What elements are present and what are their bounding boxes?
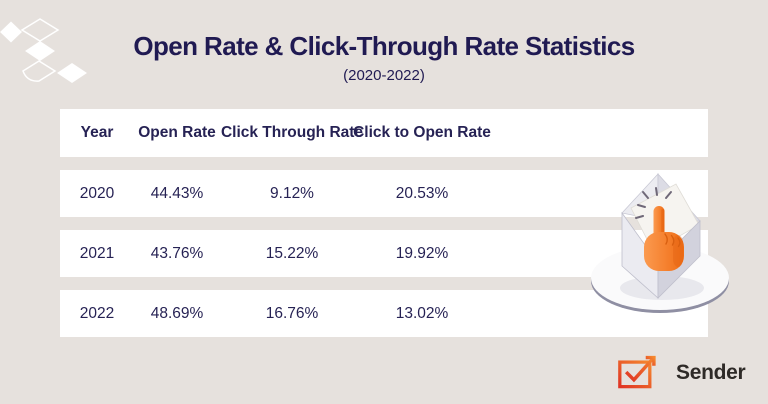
table-header-row: Year Open Rate Click Through Rate Click … [60, 109, 708, 157]
click-through-rate-value: 15.22% [265, 244, 319, 262]
pointer-hand-icon [644, 206, 684, 271]
column-header-click-through-rate: Click Through Rate [220, 124, 364, 141]
page-subtitle: (2020-2022) [343, 67, 425, 84]
open-rate-value: 44.43% [150, 184, 204, 202]
diamond-cluster-decoration [0, 18, 87, 83]
year-value: 2021 [79, 244, 115, 262]
click-to-open-rate-value: 20.53% [395, 184, 449, 202]
click-burst-icon [635, 187, 672, 219]
table-row-2022: 2022 48.69% 16.76% 13.02% [60, 290, 708, 337]
envelope-click-illustration [591, 172, 729, 313]
envelope-check-arrow-icon [618, 355, 656, 389]
sender-logo: Sender [616, 353, 746, 393]
click-to-open-rate-value: 19.92% [395, 244, 449, 262]
page-title: Open Rate & Click-Through Rate Statistic… [133, 31, 635, 61]
column-header-year: Year [80, 124, 114, 141]
sender-logo-text: Sender [676, 361, 746, 384]
open-rate-value: 48.69% [150, 304, 204, 322]
click-through-rate-value: 9.12% [270, 184, 314, 202]
year-value: 2022 [79, 304, 115, 322]
column-header-click-to-open-rate: Click to Open Rate [353, 124, 491, 141]
table-row-2020: 2020 44.43% 9.12% 20.53% [60, 170, 708, 217]
click-through-rate-value: 16.76% [265, 304, 319, 322]
year-value: 2020 [79, 184, 115, 202]
column-header-open-rate: Open Rate [138, 124, 216, 141]
statistics-table: Year Open Rate Click Through Rate Click … [60, 109, 708, 350]
click-to-open-rate-value: 13.02% [395, 304, 449, 322]
open-rate-value: 43.76% [150, 244, 204, 262]
